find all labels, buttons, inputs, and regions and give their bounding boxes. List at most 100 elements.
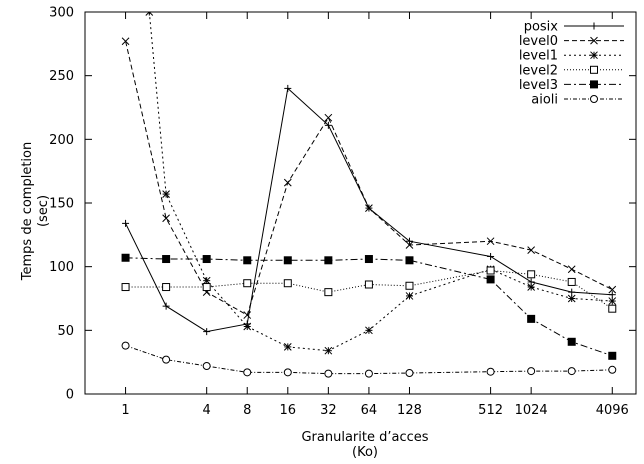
data-point-aioli bbox=[405, 368, 414, 377]
data-point-level3 bbox=[527, 314, 536, 323]
x-axis-label-line2: (Ko) bbox=[352, 445, 378, 460]
data-point-level3 bbox=[324, 256, 333, 265]
data-point-aioli bbox=[324, 369, 333, 378]
y-axis-ticks: 0 50 100 150 200 250 300 bbox=[49, 6, 636, 403]
legend-label-level3: level3 bbox=[519, 78, 558, 93]
data-point-aioli bbox=[243, 368, 252, 377]
y-tick-label: 150 bbox=[49, 197, 74, 212]
y-axis-label-line1: Temps de completion bbox=[20, 142, 35, 281]
series-line-level2 bbox=[125, 269, 613, 310]
series-line-aioli bbox=[125, 345, 613, 375]
data-point-level3 bbox=[364, 255, 373, 264]
series-aioli bbox=[121, 341, 617, 378]
data-point-posix bbox=[487, 252, 495, 260]
legend-marker-level0 bbox=[590, 36, 598, 45]
data-point-level3 bbox=[162, 255, 171, 264]
data-point-level0 bbox=[486, 237, 495, 246]
series-line-posix bbox=[125, 87, 613, 333]
data-point-level0 bbox=[243, 311, 252, 319]
data-point-level1 bbox=[405, 292, 414, 300]
x-tick-label: 32 bbox=[320, 403, 337, 418]
x-tick-label: 1 bbox=[121, 403, 129, 418]
data-point-level3 bbox=[567, 337, 576, 346]
data-point-level1 bbox=[283, 343, 292, 351]
y-tick-label: 100 bbox=[49, 260, 74, 275]
data-point-aioli bbox=[162, 355, 171, 364]
data-point-level2 bbox=[608, 304, 617, 313]
x-tick-label: 1024 bbox=[515, 403, 548, 418]
data-point-level0 bbox=[567, 265, 576, 274]
data-point-posix bbox=[568, 288, 576, 296]
data-point-level2 bbox=[405, 281, 414, 290]
data-point-level0 bbox=[608, 285, 617, 294]
data-point-posix bbox=[122, 219, 130, 227]
x-axis-ticks: 1 4 8 16 32 64 128 512 1024 4096 bbox=[121, 12, 629, 418]
data-point-level0 bbox=[324, 113, 333, 122]
data-point-level0 bbox=[527, 246, 536, 254]
y-tick-label: 300 bbox=[49, 6, 74, 21]
series-posix bbox=[122, 84, 616, 336]
data-point-level2 bbox=[162, 283, 171, 292]
legend-marker-posix bbox=[590, 22, 598, 30]
legend-label-level0: level0 bbox=[519, 34, 558, 49]
legend-marker-level2 bbox=[590, 65, 598, 74]
data-point-level0 bbox=[405, 241, 414, 249]
legend-marker-level3 bbox=[590, 80, 598, 89]
x-tick-label: 128 bbox=[397, 403, 422, 418]
data-point-level2 bbox=[243, 279, 252, 288]
data-point-posix bbox=[405, 237, 413, 245]
data-point-level1 bbox=[162, 190, 170, 198]
legend-label-posix: posix bbox=[524, 20, 559, 35]
data-point-aioli bbox=[527, 367, 536, 376]
series-level0 bbox=[121, 37, 617, 319]
data-point-level1 bbox=[145, 12, 154, 16]
data-point-level1 bbox=[567, 294, 576, 303]
data-point-level3 bbox=[608, 351, 617, 360]
x-tick-label: 4 bbox=[203, 403, 211, 418]
data-point-level2 bbox=[486, 266, 495, 275]
data-point-level1 bbox=[365, 326, 373, 335]
x-tick-label: 16 bbox=[280, 403, 297, 418]
legend-marker-aioli bbox=[590, 95, 598, 103]
data-point-level1 bbox=[243, 322, 252, 331]
data-point-level2 bbox=[567, 277, 576, 286]
data-point-posix bbox=[162, 302, 170, 310]
x-tick-label: 4096 bbox=[596, 403, 629, 418]
data-point-posix bbox=[608, 291, 616, 299]
legend-label-aioli: aioli bbox=[531, 93, 558, 108]
data-point-level3 bbox=[243, 256, 252, 265]
data-point-level2 bbox=[283, 279, 292, 288]
data-point-level3 bbox=[283, 256, 292, 265]
data-point-aioli bbox=[567, 367, 576, 376]
data-point-aioli bbox=[202, 361, 211, 370]
legend-label-level1: level1 bbox=[519, 49, 558, 64]
data-point-level1 bbox=[324, 346, 333, 355]
y-axis-label-line2: (sec) bbox=[36, 195, 51, 227]
data-point-level3 bbox=[486, 275, 495, 284]
data-point-level0 bbox=[162, 214, 170, 223]
y-tick-label: 200 bbox=[49, 133, 74, 148]
series-level2 bbox=[121, 266, 617, 313]
data-point-level2 bbox=[121, 283, 130, 292]
legend-label-level2: level2 bbox=[519, 63, 558, 78]
x-tick-label: 8 bbox=[243, 403, 251, 418]
y-tick-label: 250 bbox=[49, 69, 74, 84]
data-point-aioli bbox=[283, 368, 292, 377]
data-point-level3 bbox=[405, 256, 414, 265]
legend-marker-level1 bbox=[590, 51, 598, 60]
data-point-level3 bbox=[202, 255, 211, 264]
data-point-aioli bbox=[121, 341, 130, 350]
y-tick-label: 0 bbox=[66, 388, 74, 403]
x-tick-label: 64 bbox=[361, 403, 378, 418]
data-point-level0 bbox=[283, 178, 292, 187]
data-point-level2 bbox=[364, 280, 373, 289]
data-point-level1 bbox=[202, 276, 211, 285]
data-point-posix bbox=[324, 121, 332, 129]
data-point-level2 bbox=[527, 270, 536, 279]
data-point-level3 bbox=[121, 253, 130, 262]
series-line-level3 bbox=[125, 257, 613, 357]
x-axis-label-line1: Granularite d’acces bbox=[301, 430, 428, 445]
data-point-aioli bbox=[608, 365, 617, 374]
